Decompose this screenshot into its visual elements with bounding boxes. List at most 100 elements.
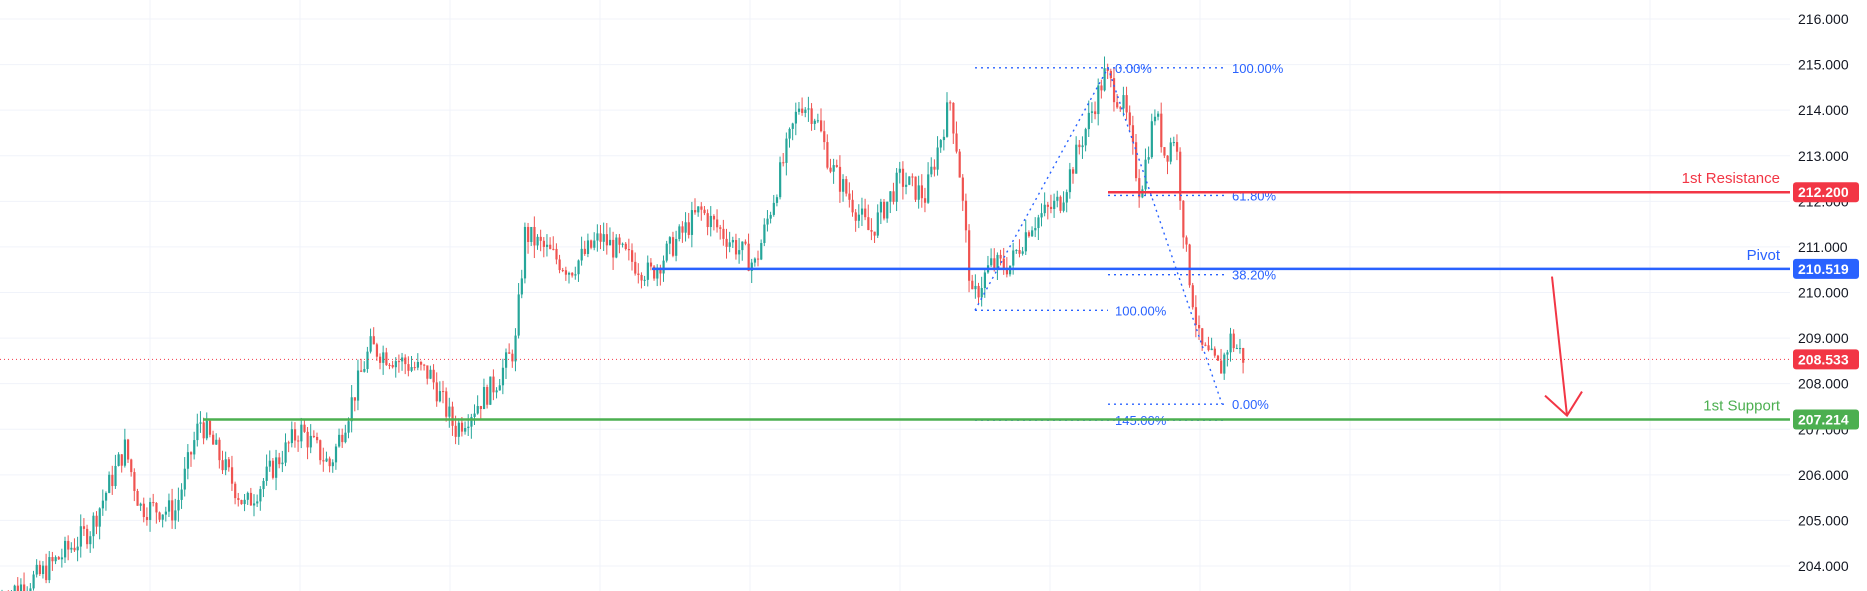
candle-body	[410, 367, 413, 371]
level-label: Pivot	[1747, 247, 1781, 264]
candle-body	[952, 102, 955, 134]
candle-body	[344, 432, 347, 443]
candle-body	[234, 483, 237, 499]
candle-body	[813, 120, 816, 124]
candle-body	[1220, 360, 1223, 374]
candle-body	[624, 243, 627, 250]
candle-body	[1179, 151, 1182, 201]
candle-body	[208, 420, 212, 435]
candle-body	[130, 459, 133, 473]
candle-body	[684, 222, 687, 233]
candle-body	[382, 352, 385, 363]
candle-body	[136, 490, 139, 506]
candle-body	[123, 439, 127, 466]
candle-body	[249, 492, 253, 506]
candle-body	[999, 254, 1002, 259]
candle-body	[486, 387, 489, 405]
candle-body	[460, 422, 464, 432]
candle-body	[590, 240, 593, 248]
candle-body	[1119, 107, 1122, 109]
candle-body	[256, 501, 259, 504]
candle-body	[898, 168, 901, 173]
candle-body	[1122, 95, 1125, 109]
candle-body	[508, 352, 511, 354]
candle-body	[949, 102, 952, 104]
candle-body	[164, 511, 167, 515]
candle-body	[1150, 121, 1153, 158]
candle-body	[397, 361, 401, 363]
candle-body	[816, 120, 820, 122]
candle-body	[1018, 249, 1021, 254]
candle-body	[139, 503, 142, 506]
level-label: 1st Resistance	[1682, 170, 1780, 187]
price-badge-bg	[1793, 349, 1859, 370]
candle-body	[1172, 142, 1175, 144]
candle-body	[180, 489, 183, 500]
candle-body	[712, 215, 716, 220]
fib-trendline[interactable]	[974, 67, 1109, 311]
candle-body	[583, 248, 586, 254]
candle-body	[300, 424, 303, 442]
candle-body	[851, 199, 854, 213]
candle-body	[936, 147, 939, 170]
candle-body	[262, 480, 265, 490]
candle-body	[322, 460, 325, 462]
candle-body	[1135, 142, 1138, 179]
candle-body	[218, 439, 221, 461]
candle-body	[927, 174, 930, 203]
candle-body	[375, 344, 379, 357]
candle-body	[886, 201, 889, 219]
fib-level-label: 0.00%	[1232, 397, 1269, 412]
price-tick-label: 205.000	[1798, 512, 1849, 528]
price-tick-label: 208.000	[1798, 376, 1849, 392]
candle-body	[842, 179, 845, 192]
projection-arrow[interactable]	[1544, 276, 1583, 418]
fib-trendline-2[interactable]	[1107, 67, 1223, 405]
candle-body	[48, 557, 51, 581]
candle-body	[1062, 202, 1065, 211]
candle-body	[1204, 344, 1207, 346]
horizontal-levels[interactable]: 1st Resistance Pivot 1st Support	[0, 170, 1790, 421]
candle-body	[284, 442, 287, 463]
candle-body	[631, 250, 634, 262]
price-axis[interactable]: 203.000204.000205.000206.000207.000208.0…	[1793, 11, 1859, 591]
candle-body	[605, 234, 608, 246]
candle-body	[1191, 285, 1194, 308]
candle-body	[731, 240, 734, 243]
candle-body	[38, 564, 41, 575]
candle-body	[769, 214, 772, 219]
candle-body	[407, 364, 410, 371]
candle-body	[779, 162, 782, 198]
candle-body	[996, 254, 999, 269]
candle-body	[1242, 348, 1245, 363]
candle-body	[482, 387, 486, 410]
candle-body	[1065, 192, 1068, 203]
candle-body	[95, 515, 98, 527]
candle-body	[716, 219, 719, 228]
candle-body	[183, 468, 186, 490]
candle-body	[319, 440, 322, 461]
fib-level-label: 100.00%	[1232, 61, 1284, 76]
candle-body	[946, 102, 949, 137]
candle-body	[476, 406, 479, 414]
candle-body	[1034, 228, 1037, 231]
candle-body	[905, 184, 908, 187]
candle-body	[394, 361, 397, 368]
candle-body	[826, 142, 829, 168]
candle-body	[227, 459, 230, 468]
candle-body	[1163, 147, 1166, 156]
candle-body	[763, 224, 766, 244]
candle-body	[473, 413, 476, 417]
candle-body	[653, 266, 656, 279]
candle-body	[86, 528, 89, 545]
price-badge-text: 207.214	[1798, 411, 1849, 427]
candle-body	[297, 440, 300, 442]
candle-body	[498, 385, 501, 391]
candle-body	[602, 234, 605, 242]
candle-body	[356, 370, 360, 401]
price-badge-bg	[1793, 409, 1859, 430]
candle-body	[54, 557, 57, 562]
candle-body	[120, 454, 123, 466]
